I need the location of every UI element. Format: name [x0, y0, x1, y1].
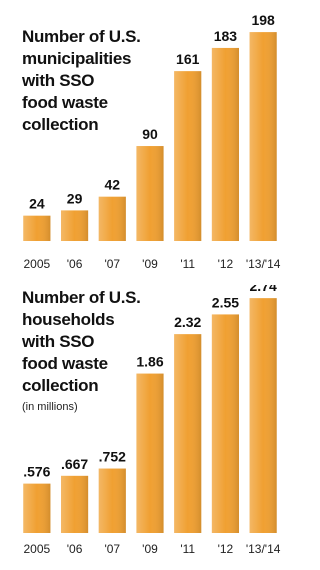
value-label: 2.55	[212, 294, 239, 310]
chart-subtitle: (in millions)	[22, 401, 78, 413]
bar-shade	[60, 475, 89, 533]
value-label: 161	[176, 51, 200, 67]
value-label: 1.86	[136, 354, 163, 370]
x-tick-label: '13/'14	[246, 542, 281, 556]
bar-shade	[211, 47, 240, 242]
value-label: .667	[61, 456, 88, 472]
value-label: 2.74	[250, 285, 277, 294]
value-label: .576	[23, 464, 50, 480]
bar-shade	[174, 334, 202, 533]
value-label: 29	[67, 190, 83, 206]
x-tick-label: '11	[180, 542, 195, 556]
bar-shade	[249, 298, 277, 533]
bar-shade	[136, 373, 164, 533]
x-tick-label: '09	[142, 542, 158, 556]
bar-shade	[98, 196, 126, 241]
x-tick-label: 2005	[24, 257, 51, 271]
value-label: 42	[104, 177, 120, 193]
bar-shade	[23, 483, 51, 533]
bar-shade	[136, 146, 164, 241]
bar-shade	[249, 32, 277, 241]
x-tick-label: '07	[104, 542, 120, 556]
x-tick-label: 2005	[24, 542, 51, 556]
x-tick-label: '06	[67, 257, 83, 271]
chart: Number of U.S. municipalities with SSO food…	[21, 12, 281, 271]
chart-title: Number of U.S. households with SSO food was…	[21, 288, 141, 395]
value-label: .752	[99, 449, 126, 465]
chart: Number of U.S. households with SSO food was…	[21, 285, 281, 556]
value-label: 198	[251, 12, 275, 28]
bar-shade	[98, 468, 126, 533]
x-tick-label: '06	[67, 542, 83, 556]
bar-shade	[174, 71, 202, 242]
chart-title: Number of U.S. municipalities with SSO food…	[21, 27, 141, 134]
x-tick-label: '12	[218, 542, 234, 556]
value-label: 90	[142, 126, 158, 142]
x-tick-label: '09	[142, 257, 158, 271]
bar-shade	[211, 314, 240, 533]
value-label: 24	[29, 196, 45, 212]
bar-shade	[23, 215, 51, 241]
x-tick-label: '12	[218, 257, 234, 271]
x-tick-label: '11	[180, 257, 195, 271]
bar-shade	[60, 210, 89, 241]
x-tick-label: '07	[104, 257, 120, 271]
value-label: 2.32	[174, 314, 201, 330]
x-tick-label: '13/'14	[246, 257, 281, 271]
page: Number of U.S. municipalities with SSO food…	[21, 12, 281, 556]
value-label: 183	[214, 28, 238, 44]
